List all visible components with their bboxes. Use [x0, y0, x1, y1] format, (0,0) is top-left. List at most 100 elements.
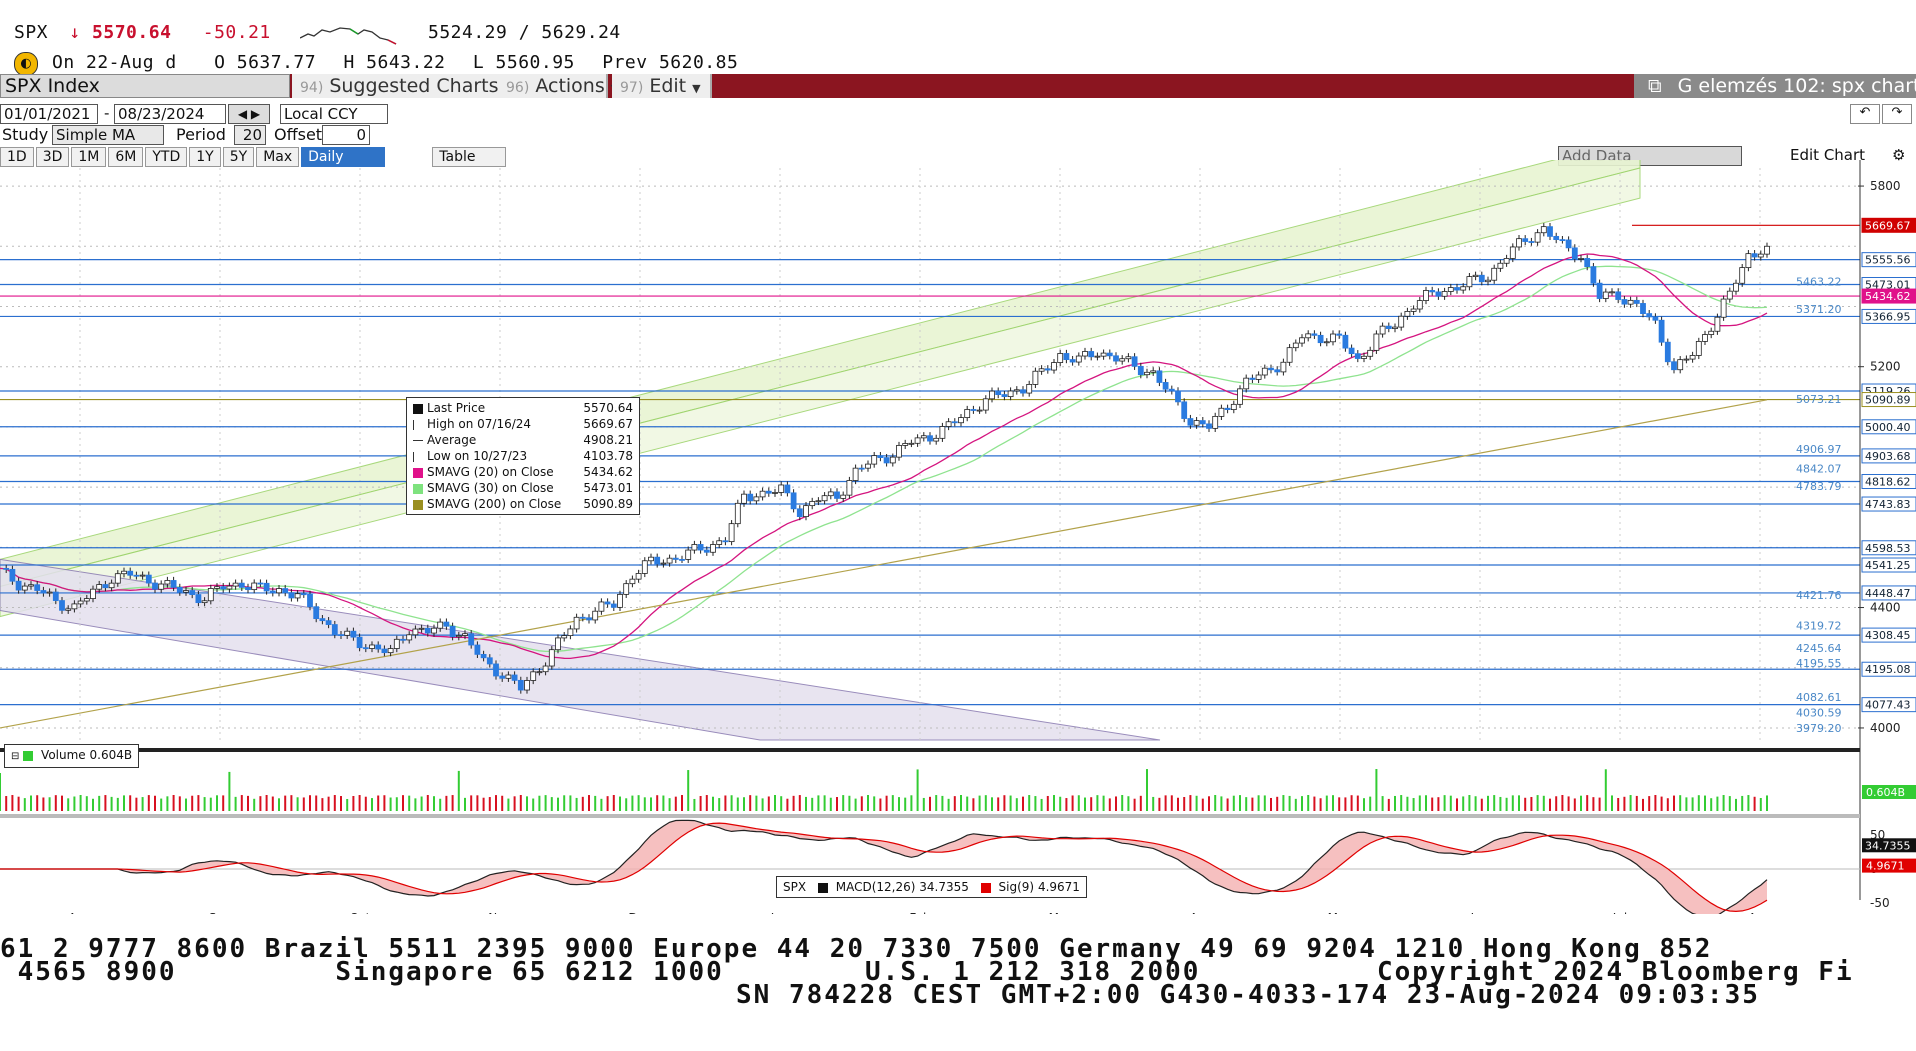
candle-body — [257, 582, 264, 585]
level-tag — [1861, 392, 1916, 408]
candle-body — [282, 588, 289, 594]
month-label: Jun — [1470, 911, 1490, 914]
candle-body — [1082, 351, 1088, 357]
candle-body — [1125, 356, 1132, 360]
range-1d-button[interactable]: 1D — [0, 147, 34, 167]
frequency-select[interactable]: Daily — [301, 147, 386, 167]
range-3d-button[interactable]: 3D — [35, 147, 70, 167]
study-select[interactable]: Simple MA — [52, 125, 164, 145]
candle-body — [703, 549, 710, 553]
candle-body — [1193, 420, 1200, 426]
level-tag — [1861, 697, 1916, 713]
low-marker-icon — [413, 451, 423, 462]
candle-body — [1596, 282, 1603, 299]
candle-body — [393, 638, 400, 649]
prev-label: Prev — [602, 52, 648, 73]
menu-actions[interactable]: 96) Actions ▼ — [498, 74, 619, 98]
range-1y-button[interactable]: 1Y — [189, 147, 221, 167]
signal-tag — [1862, 858, 1916, 873]
legend-value: 5669.67 — [583, 417, 633, 431]
sparkline-icon — [300, 27, 397, 45]
range-6m-button[interactable]: 6M — [108, 147, 144, 167]
level-label: 4541.25 — [1865, 559, 1911, 572]
currency-select[interactable]: Local CCY — [280, 104, 388, 124]
candle-body — [1503, 258, 1510, 264]
volume-tag-label: 0.604B — [1866, 786, 1905, 799]
legend-value: 5570.64 — [583, 401, 633, 415]
legend-row: SMAVG (30) on Close 5473.01 — [413, 480, 633, 496]
offset-input[interactable]: 0 — [322, 125, 370, 145]
candle-body — [1553, 235, 1560, 240]
ohlc-row: On 22-Aug d O 5637.77 H 5643.22 L 5560.9… — [52, 52, 738, 73]
undo-icon[interactable]: ↶ — [1850, 104, 1880, 124]
menu-edit[interactable]: 97) Edit ▼ — [612, 74, 712, 98]
redo-icon[interactable]: ↷ — [1882, 104, 1912, 124]
candle-body — [803, 505, 809, 518]
candle-body — [598, 601, 605, 612]
start-date-input[interactable]: 01/01/2021 — [0, 104, 98, 124]
collapse-icon[interactable]: ⊟ — [11, 751, 20, 762]
legend-swatch — [413, 483, 423, 494]
legend-swatch — [980, 882, 991, 893]
macd-value: 34.7355 — [919, 880, 969, 894]
level-label: 4818.62 — [1865, 476, 1911, 489]
candle-body — [1559, 239, 1566, 241]
candle-body — [1106, 352, 1113, 357]
last-price: 5570.64 — [92, 22, 172, 43]
macd-fill — [0, 820, 1767, 914]
menu-suggested-charts[interactable]: 94) Suggested Charts ▼ — [292, 74, 513, 98]
period-label: Period — [176, 125, 226, 144]
date-nav-arrows-icon[interactable]: ◀ ▶ — [228, 104, 270, 124]
candle-body — [1342, 334, 1349, 349]
range-5y-button[interactable]: 5Y — [222, 147, 255, 167]
candle-body — [759, 490, 766, 498]
candle-body — [400, 638, 406, 641]
period-input[interactable]: 20 — [234, 125, 266, 145]
range-max-button[interactable]: Max — [256, 147, 300, 167]
macd-legend: SPX MACD(12,26) 34.7355 Sig(9) 4.9671 — [776, 876, 1087, 898]
level-tag — [1861, 540, 1916, 556]
candle-body — [834, 491, 840, 499]
sma-30-line — [0, 265, 1768, 653]
end-date-input[interactable]: 08/23/2024 — [114, 104, 226, 124]
panel-separator — [0, 814, 1860, 818]
launch-icon[interactable]: ⧉ — [1648, 75, 1662, 97]
range-1m-button[interactable]: 1M — [71, 147, 107, 167]
date-dash: - — [104, 104, 110, 122]
candle-body — [102, 584, 109, 589]
candle-body — [1627, 299, 1634, 305]
range-ytd-button[interactable]: YTD — [145, 147, 188, 167]
candle-body — [375, 644, 382, 650]
level-tag — [1861, 627, 1916, 643]
candle-body — [381, 648, 388, 654]
legend-row: Last Price 5570.64 — [413, 400, 633, 416]
macd-tick-label: -50 — [1870, 896, 1890, 910]
candle-body — [1615, 291, 1622, 300]
candle-body — [319, 618, 326, 622]
candle-body — [1708, 330, 1715, 335]
candle-body — [238, 582, 245, 588]
candle-body — [1416, 300, 1423, 310]
menu-label: Actions — [535, 75, 605, 97]
candle-body — [865, 463, 871, 469]
level-label: 5473.01 — [1865, 279, 1911, 292]
legend-value: 4908.21 — [583, 433, 633, 447]
candle-body — [1218, 407, 1225, 417]
edit-chart-button[interactable]: Edit Chart — [1790, 146, 1866, 164]
candle-body — [734, 502, 741, 525]
month-label: Jul — [1612, 911, 1627, 914]
table-button[interactable]: Table — [432, 147, 507, 167]
candle-body — [21, 585, 28, 591]
candle-body — [1373, 333, 1380, 351]
candle-body — [1144, 371, 1150, 376]
candle-body — [1212, 415, 1219, 429]
settings-gear-icon[interactable]: ⚙ — [1892, 146, 1906, 164]
candle-body — [1726, 290, 1733, 300]
high-value: 5643.22 — [366, 52, 446, 73]
open-value: 5637.77 — [236, 52, 317, 73]
security-field[interactable]: SPX Index — [0, 74, 290, 98]
candle-body — [772, 492, 778, 494]
level-tag — [1861, 496, 1916, 512]
candle-body — [945, 421, 952, 427]
